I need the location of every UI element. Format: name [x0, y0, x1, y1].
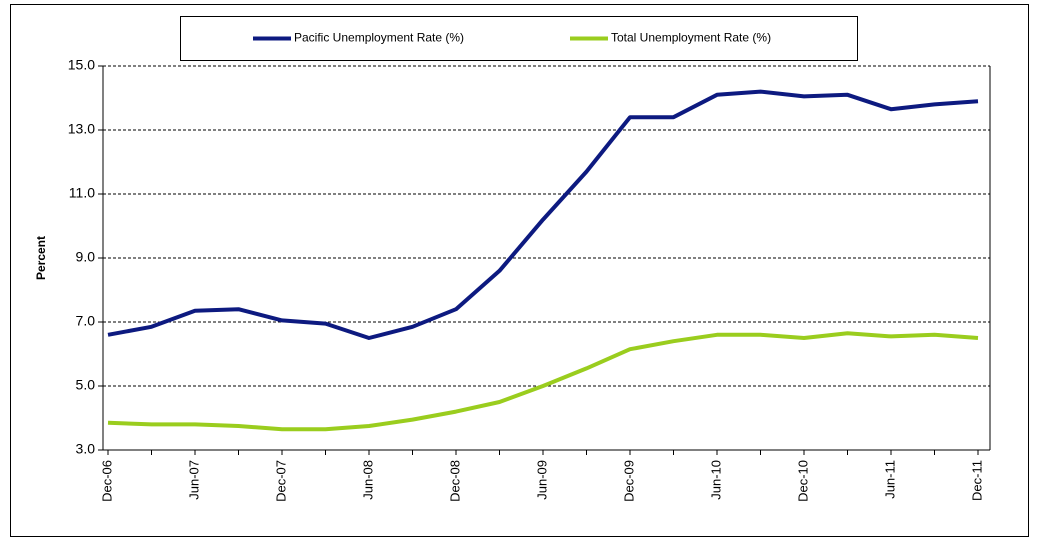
y-tick-label: 11.0 — [69, 185, 95, 201]
y-tick-label: 5.0 — [76, 377, 96, 393]
y-axis-label: Percent — [34, 236, 48, 280]
y-tick-label: 3.0 — [76, 441, 96, 457]
x-tick-label: Dec-10 — [795, 460, 810, 502]
x-tick-label: Jun-09 — [534, 460, 549, 500]
series-line — [107, 331, 979, 432]
legend-label: Pacific Unemployment Rate (%) — [294, 31, 464, 45]
y-tick-label: 15.0 — [68, 57, 95, 73]
x-tick-label: Jun-10 — [708, 460, 723, 500]
legend-label: Total Unemployment Rate (%) — [611, 31, 771, 45]
y-tick-label: 9.0 — [76, 249, 96, 265]
x-tick-label: Dec-06 — [99, 460, 114, 502]
x-tick-label: Jun-07 — [186, 460, 201, 500]
x-tick-label: Dec-09 — [621, 460, 636, 502]
legend-box — [180, 16, 858, 61]
x-tick-label: Jun-11 — [882, 460, 897, 499]
chart-border — [10, 4, 1029, 537]
y-tick-label: 7.0 — [76, 313, 96, 329]
series-line — [107, 89, 979, 340]
x-tick-label: Dec-07 — [273, 460, 288, 502]
x-tick-label: Dec-11 — [969, 460, 984, 501]
x-tick-label: Dec-08 — [447, 460, 462, 502]
x-tick-label: Jun-08 — [360, 460, 375, 500]
y-tick-label: 13.0 — [68, 121, 95, 137]
